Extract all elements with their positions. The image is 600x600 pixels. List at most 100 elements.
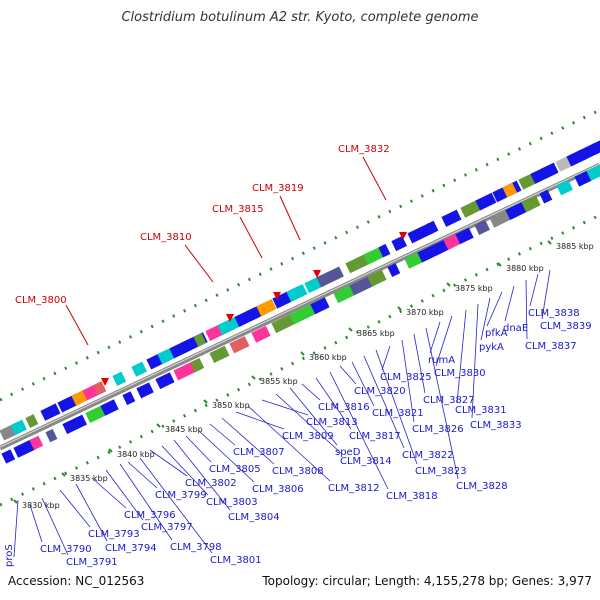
trna-marker: [226, 314, 234, 322]
gene-label: CLM_3805: [209, 464, 261, 475]
gene-feature: [93, 381, 107, 396]
gene-leader-line: [41, 497, 69, 556]
gene-feature: [391, 235, 407, 252]
trna-marker: [313, 270, 321, 278]
gene-label: CLM_3820: [354, 386, 406, 397]
gene-leader-line: [429, 321, 441, 354]
gene-feature: [455, 227, 474, 245]
gene-label: CLM_3816: [318, 402, 370, 413]
gene-feature: [217, 316, 242, 336]
gene-feature: [426, 220, 439, 235]
gene-feature: [460, 199, 482, 218]
gene-label: CLM_3814: [340, 456, 392, 467]
gene-feature: [40, 403, 61, 421]
gene-leader-line: [456, 309, 467, 404]
red-leader-line: [184, 244, 214, 283]
gene-feature: [131, 361, 147, 377]
gene-label: CLM_3822: [402, 450, 454, 461]
gene-leader-line: [381, 345, 391, 371]
gene-leader-line: [149, 449, 188, 477]
gene-feature: [10, 419, 27, 436]
gene-feature: [193, 332, 207, 347]
gene-leader-line: [351, 361, 375, 407]
gene-leader-line: [425, 327, 459, 480]
genome-summary: Topology: circular; Length: 4,155,278 bp…: [262, 574, 592, 588]
kbp-tick-label: 3840 kbp: [117, 450, 155, 459]
gene-label: CLM_3813: [306, 417, 358, 428]
map-title: Clostridium botulinum A2 str. Kyoto, com…: [121, 10, 479, 25]
genome-map: CLM_3800 CLM_3810 CLM_3815 CLM_3819 CLM_3832…: [0, 108, 600, 568]
gene-feature: [349, 275, 375, 296]
kbp-tick-label: 3845 kbp: [165, 425, 203, 434]
gene-leader-line: [401, 339, 415, 423]
gene-label: CLM_3818: [386, 491, 438, 502]
gene-feature: [62, 414, 87, 435]
gene-feature: [271, 313, 297, 334]
outer-dotted-ring: [0, 108, 600, 402]
gene-feature: [229, 336, 250, 354]
gene-label: CLM_3837: [525, 341, 577, 352]
gene-label: CLM_3839: [540, 321, 592, 332]
gene-leader-line: [480, 297, 491, 341]
gene-leader-line: [541, 269, 551, 320]
gene-label: CLM_3803: [206, 497, 258, 508]
gene-label: CLM_3797: [141, 522, 193, 533]
kbp-tick-mark: [61, 472, 66, 477]
kbp-ticks: 3830 kbp 3835 kbp 3840 kbp 3845 kbp 3850 kbp…: [13, 240, 594, 510]
red-leader-line: [239, 216, 263, 259]
gene-label: CLM_3827: [423, 395, 475, 406]
kbp-tick-label: 3885 kbp: [556, 242, 594, 251]
gene-leader-line: [91, 477, 127, 509]
gene-feature: [112, 371, 127, 386]
gene-feature: [155, 372, 175, 390]
gene-feature: [286, 284, 308, 302]
gene-feature: [378, 243, 391, 258]
gene-label: proS: [4, 544, 15, 567]
kbp-tick-mark: [497, 262, 502, 267]
gene-feature: [190, 357, 205, 373]
gene-feature: [407, 222, 434, 244]
gene-feature: [25, 414, 39, 428]
gene-feature: [387, 263, 401, 278]
gene-leader-line: [119, 463, 173, 541]
gene-feature: [1, 449, 16, 464]
gene-leader-line: [197, 429, 255, 483]
gene-leader-line: [339, 365, 357, 385]
gene-label: CLM_3823: [415, 466, 467, 477]
gene-leader-line: [315, 377, 352, 430]
red-gene-label: CLM_3800: [15, 295, 67, 306]
gene-leader-line: [529, 273, 539, 307]
gene-label: CLM_3828: [456, 481, 508, 492]
gene-leader-line: [363, 355, 405, 449]
gene-label: CLM_3825: [380, 372, 432, 383]
gene-leader-line: [504, 285, 515, 322]
genome-backbone-highlight: [0, 163, 600, 448]
gene-label: CLM_3812: [328, 483, 380, 494]
gene-feature: [333, 284, 356, 304]
kbp-tick-mark: [348, 327, 353, 332]
kbp-tick-label: 3855 kbp: [260, 377, 298, 386]
gene-label: pykA: [479, 342, 504, 353]
gene-leader-line: [139, 457, 213, 554]
gene-features: [0, 138, 600, 464]
kbp-tick-label: 3835 kbp: [70, 474, 108, 483]
gene-label: pfkA: [485, 328, 508, 339]
kbp-tick-mark: [547, 240, 552, 245]
gene-leader-line: [375, 349, 418, 465]
gene-feature: [441, 209, 462, 227]
kbp-tick-mark: [446, 282, 451, 287]
gene-feature: [521, 195, 541, 213]
kbp-tick-label: 3850 kbp: [212, 401, 250, 410]
red-leader-line: [279, 195, 301, 241]
gene-feature: [327, 266, 344, 283]
kbp-tick-mark: [251, 375, 256, 380]
kbp-tick-mark: [13, 499, 18, 504]
gene-leader-line: [301, 383, 321, 401]
gene-leader-line: [185, 435, 212, 463]
gene-feature: [539, 189, 553, 204]
gene-feature: [13, 439, 37, 458]
gene-leader-line: [221, 417, 275, 465]
gene-label: CLM_3826: [412, 424, 464, 435]
gene-feature: [136, 382, 154, 399]
gene-label: speD: [335, 447, 361, 458]
